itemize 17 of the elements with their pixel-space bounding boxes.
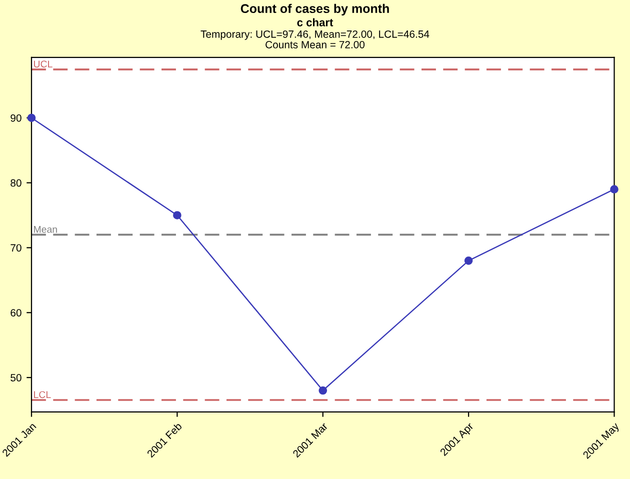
y-tick-label: 90 [10,114,22,122]
y-tick-label: 60 [10,309,22,316]
ref-line-label: Mean [34,226,57,233]
chart-title: Count of cases by month [240,4,389,16]
point [464,256,473,265]
ref-line-label: UCL [34,60,52,68]
y-tick-label: 80 [10,179,22,187]
ref-line-label: LCL [34,391,51,398]
point [318,386,328,395]
chart-subtitle: c chart [297,18,334,26]
y-tick-label: 50 [10,374,22,382]
point [610,185,618,194]
point [173,211,182,220]
text: Counts Mean = 72.00 [266,40,365,48]
y-tick-label: 70 [10,244,22,252]
text: Temporary: UCL=97.46, Mean=72.00, LCL=46.54 [200,30,430,40]
point [27,114,36,122]
